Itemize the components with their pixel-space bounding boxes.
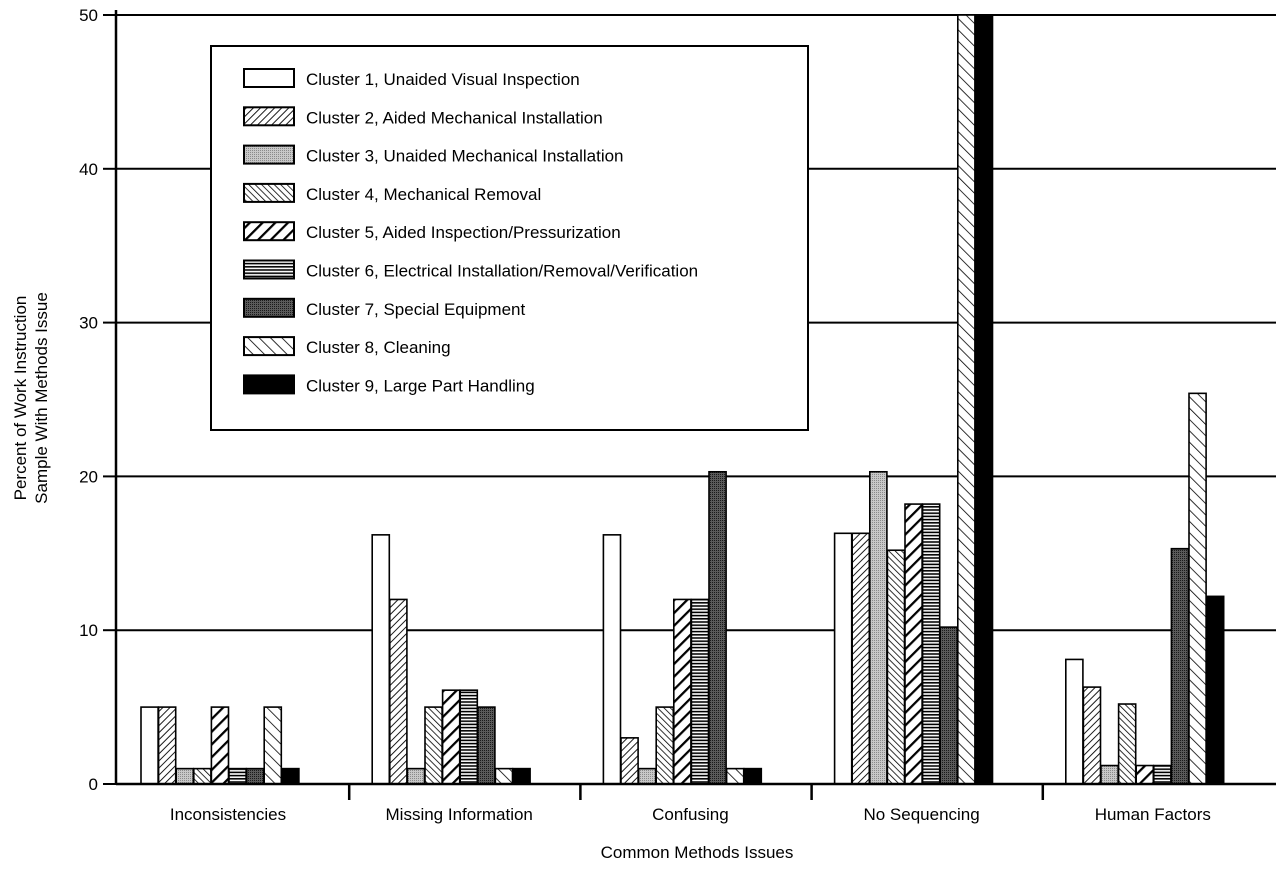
legend-swatch	[243, 259, 295, 280]
category-label: Missing Information	[386, 805, 533, 824]
bar	[743, 767, 763, 785]
bar	[476, 706, 496, 785]
bar	[904, 503, 923, 785]
category-label: Human Factors	[1095, 805, 1211, 824]
bar	[1117, 703, 1137, 785]
bar	[140, 706, 159, 785]
bar	[725, 767, 745, 785]
legend-entry: Cluster 5, Aided Inspection/Pressurizati…	[306, 223, 621, 242]
bar	[939, 626, 959, 785]
bar	[672, 598, 692, 785]
bar	[406, 767, 426, 785]
legend-swatch	[243, 221, 295, 242]
legend-entry: Cluster 6, Electrical Installation/Remov…	[306, 262, 698, 281]
bar	[974, 14, 994, 785]
bar	[210, 706, 230, 785]
bar	[868, 470, 888, 785]
bar	[175, 767, 195, 785]
bar	[1082, 686, 1102, 785]
bar	[637, 767, 657, 785]
y-tick-label: 30	[79, 314, 98, 333]
bar	[1100, 764, 1119, 785]
bars	[140, 14, 1225, 785]
bar	[459, 689, 479, 785]
bar	[1153, 764, 1172, 785]
y-axis-title-line2: Sample With Methods Issue	[32, 292, 51, 504]
y-tick-label: 50	[79, 6, 98, 25]
category-label: No Sequencing	[863, 805, 979, 824]
bar	[708, 470, 727, 785]
y-tick-label: 10	[79, 621, 98, 640]
bar	[833, 532, 853, 785]
bar	[280, 767, 300, 785]
bar	[886, 549, 906, 785]
bar	[441, 689, 461, 785]
category-label: Confusing	[652, 805, 729, 824]
legend-swatch	[243, 106, 295, 127]
bar	[512, 767, 531, 785]
bar	[228, 767, 247, 785]
y-tick-label: 0	[89, 775, 98, 794]
y-tick-label: 20	[79, 467, 98, 486]
y-axis-title: Percent of Work Instruction Sample With …	[11, 292, 51, 504]
category-label: Inconsistencies	[170, 805, 286, 824]
bar	[1188, 392, 1207, 785]
y-tick-label: 40	[79, 160, 98, 179]
legend-swatch	[243, 336, 295, 357]
legend: Cluster 1, Unaided Visual Inspection Clus…	[210, 45, 809, 431]
x-axis-title: Common Methods Issues	[601, 843, 794, 862]
axes	[103, 10, 1276, 800]
bar	[494, 767, 514, 785]
legend-entry: Cluster 7, Special Equipment	[306, 300, 526, 319]
bar	[851, 532, 871, 785]
y-axis-title-line1: Percent of Work Instruction	[11, 296, 30, 501]
bar	[263, 706, 283, 785]
legend-entry: Cluster 2, Aided Mechanical Installation	[306, 108, 603, 127]
bar	[1170, 547, 1190, 785]
bar	[655, 706, 675, 785]
legend-entry: Cluster 9, Large Part Handling	[306, 376, 535, 395]
legend-swatch	[243, 297, 295, 318]
category-labels: Inconsistencies Missing Information Confus…	[170, 805, 1211, 824]
bar	[921, 503, 941, 785]
legend-entry: Cluster 1, Unaided Visual Inspection	[306, 70, 580, 89]
y-tick-labels: 0 10 20 30 40 50	[79, 6, 98, 794]
bar	[602, 534, 622, 785]
bar	[690, 598, 710, 785]
bar	[620, 737, 639, 785]
bar	[371, 534, 391, 785]
legend-entry: Cluster 8, Cleaning	[306, 338, 451, 357]
legend-swatch	[243, 68, 295, 88]
bar	[424, 706, 443, 785]
legend-swatch	[243, 374, 295, 395]
bar	[1135, 764, 1155, 785]
legend-entry: Cluster 4, Mechanical Removal	[306, 185, 541, 204]
legend-entry: Cluster 3, Unaided Mechanical Installati…	[306, 147, 624, 166]
bar	[157, 706, 177, 785]
legend-swatch	[243, 144, 295, 165]
bar	[1065, 658, 1084, 785]
legend-box	[210, 45, 809, 431]
bar	[388, 598, 408, 785]
bar	[245, 767, 265, 785]
bar	[1205, 595, 1225, 785]
bar	[193, 767, 212, 785]
bar	[956, 14, 976, 785]
legend-swatch	[243, 182, 295, 203]
